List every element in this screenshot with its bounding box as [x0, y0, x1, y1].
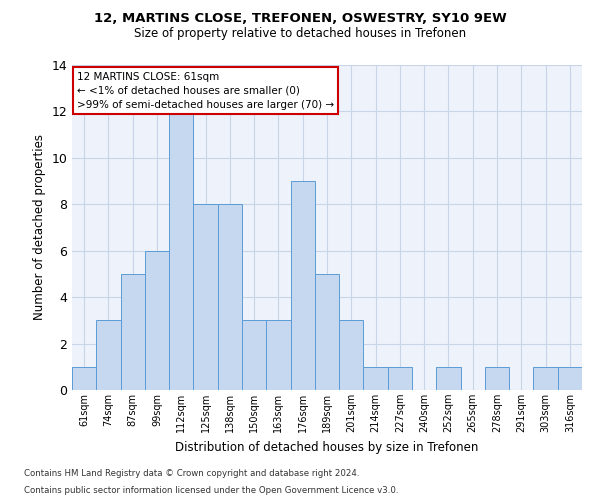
Bar: [558, 367, 582, 390]
Bar: [121, 274, 145, 390]
Bar: [364, 367, 388, 390]
Text: Contains public sector information licensed under the Open Government Licence v3: Contains public sector information licen…: [24, 486, 398, 495]
Bar: [96, 320, 121, 390]
Text: Contains HM Land Registry data © Crown copyright and database right 2024.: Contains HM Land Registry data © Crown c…: [24, 468, 359, 477]
Bar: [72, 367, 96, 390]
Bar: [242, 320, 266, 390]
Bar: [169, 112, 193, 390]
Bar: [193, 204, 218, 390]
Bar: [388, 367, 412, 390]
Bar: [290, 181, 315, 390]
Bar: [218, 204, 242, 390]
Y-axis label: Number of detached properties: Number of detached properties: [33, 134, 46, 320]
X-axis label: Distribution of detached houses by size in Trefonen: Distribution of detached houses by size …: [175, 440, 479, 454]
Bar: [485, 367, 509, 390]
Bar: [339, 320, 364, 390]
Text: Size of property relative to detached houses in Trefonen: Size of property relative to detached ho…: [134, 28, 466, 40]
Text: 12 MARTINS CLOSE: 61sqm
← <1% of detached houses are smaller (0)
>99% of semi-de: 12 MARTINS CLOSE: 61sqm ← <1% of detache…: [77, 72, 334, 110]
Bar: [533, 367, 558, 390]
Bar: [436, 367, 461, 390]
Bar: [266, 320, 290, 390]
Text: 12, MARTINS CLOSE, TREFONEN, OSWESTRY, SY10 9EW: 12, MARTINS CLOSE, TREFONEN, OSWESTRY, S…: [94, 12, 506, 26]
Bar: [315, 274, 339, 390]
Bar: [145, 250, 169, 390]
